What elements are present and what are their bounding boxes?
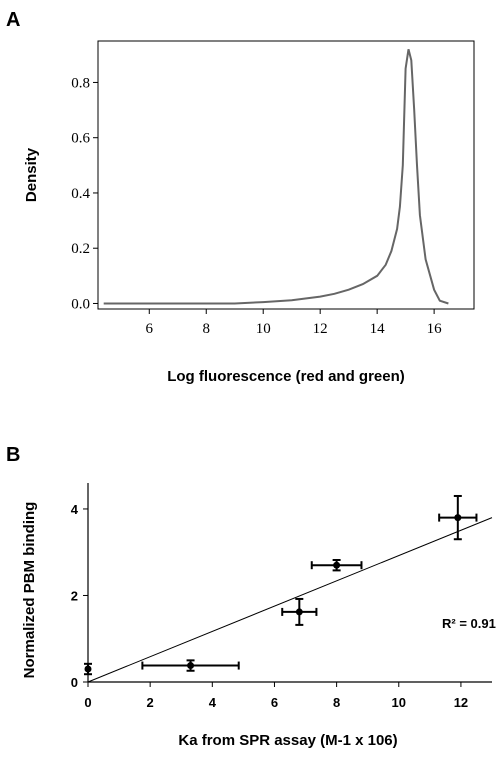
scatter-y-tick-label: 4 [71,502,79,517]
panel-label-b: B [6,444,20,466]
data-point [295,608,303,616]
panel-label-a: A [6,9,20,31]
scatter-y-axis-title: Normalized PBM binding [21,502,38,679]
scatter-x-axis-title: Ka from SPR assay (M-1 x 106) [178,732,397,749]
histogram-x-tick-label: 6 [146,321,154,337]
scatter-y-tick-label: 0 [71,675,78,690]
density-curve [103,49,449,305]
histogram-x-tick-label: 12 [313,321,328,337]
scatter-x-tick-label: 6 [271,695,278,710]
trend-line [87,517,493,683]
scatter-x-tick-label: 2 [147,695,154,710]
scatter-x-tick-label: 0 [84,695,91,710]
histogram-y-axis-title: Density [23,147,40,202]
histogram-y-tick-label: 0.6 [71,131,90,147]
histogram-x-axis-title: Log fluorescence (red and green) [167,368,405,385]
scatter-x-tick-label: 8 [333,695,340,710]
histogram-x-tick-label: 14 [370,321,386,337]
r-squared-annotation: R² = 0.91 [442,616,496,631]
scatter-panel: 0 2 4 6 8 10 12 0 2 4 R² = 0.91 Ka from SPR assay… [21,483,496,749]
histogram-y-tick-label: 0.4 [71,186,90,202]
histogram-plot-frame [97,40,475,310]
histogram-x-tick-label: 16 [427,321,443,337]
histogram-y-tick-label: 0.2 [71,241,90,257]
histogram-y-tick-label: 0.8 [71,75,90,91]
data-point [333,561,341,569]
scatter-x-tick-label: 4 [209,695,217,710]
histogram-y-tick-label: 0.0 [71,296,90,312]
scatter-x-tick-label: 10 [392,695,406,710]
histogram-x-tick-label: 10 [256,321,271,337]
data-point [454,514,462,522]
scatter-x-tick-label: 12 [454,695,468,710]
histogram-x-tick-label: 8 [202,321,210,337]
histogram-panel: 6 8 10 12 14 16 0.0 0.2 0.4 0.6 0.8 Log fluorescen… [23,40,475,385]
data-point [187,662,195,670]
scatter-y-tick-label: 2 [71,588,78,603]
data-point [84,665,92,673]
